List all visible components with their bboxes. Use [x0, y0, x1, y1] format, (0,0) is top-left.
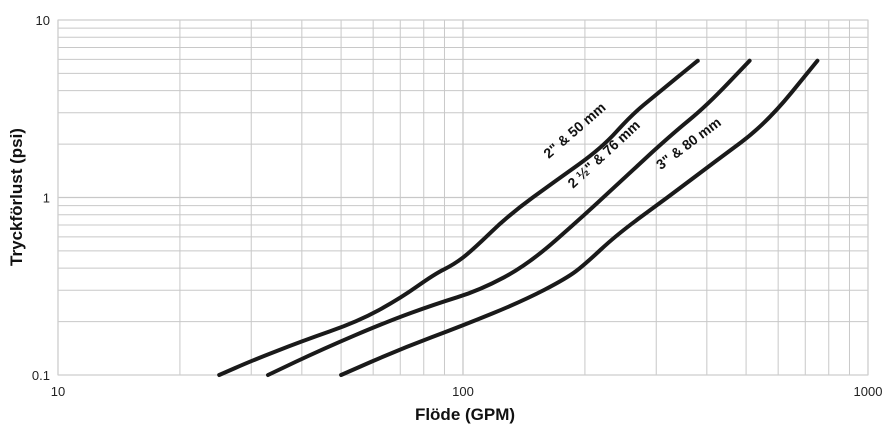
plot-frame — [57, 19, 869, 376]
y-axis-title: Tryckförlust (psi) — [7, 128, 26, 266]
tick-labels: 10 100 1000 0.1 1 10 — [32, 13, 883, 399]
y-tick-label: 1 — [43, 191, 50, 206]
series-line-3 — [339, 58, 820, 377]
x-tick-label: 1000 — [854, 384, 883, 399]
y-tick-label: 10 — [36, 13, 50, 28]
grid — [57, 19, 869, 376]
series-line-2 — [266, 58, 752, 377]
y-tick-label: 0.1 — [32, 368, 50, 383]
series-line-1 — [217, 58, 700, 377]
x-tick-label: 10 — [51, 384, 65, 399]
series-lines — [217, 58, 820, 377]
x-axis-title: Flöde (GPM) — [415, 405, 515, 424]
x-tick-label: 100 — [452, 384, 474, 399]
